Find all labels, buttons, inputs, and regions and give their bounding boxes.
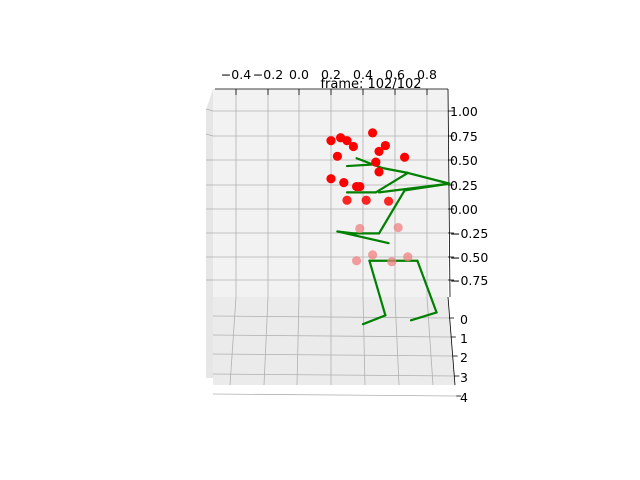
y-axis-line — [447, 88, 451, 298]
skeleton-segment — [403, 182, 451, 192]
z-gridline — [212, 334, 451, 338]
z-tick-label: 3 — [460, 370, 468, 385]
x-gridline-floor — [362, 296, 366, 386]
y-tick-label: 0.50 — [450, 153, 478, 168]
marker-point — [348, 141, 358, 152]
x-gridline-floor — [394, 296, 400, 386]
marker-point — [368, 250, 378, 260]
y-gridline-side — [205, 108, 214, 112]
chart-title: frame: 102/102 — [320, 77, 421, 92]
marker-point — [326, 136, 336, 146]
x-tick-label: 0.4 — [353, 67, 373, 82]
marker-points — [326, 128, 413, 267]
marker-point — [393, 222, 403, 233]
y-tick-label: −0.75 — [450, 273, 488, 288]
skeleton-segment — [355, 157, 384, 170]
x-gridline-floor — [296, 296, 300, 386]
skeleton-segment — [409, 311, 438, 322]
z-gridline — [212, 393, 457, 397]
marker-point — [355, 223, 365, 234]
z-tick-label: 2 — [460, 350, 468, 365]
y-tick-label: 1.00 — [450, 104, 478, 119]
z-axis-line — [447, 296, 456, 386]
marker-point — [387, 257, 397, 267]
x-tick-label: 0.0 — [289, 67, 309, 82]
marker-point — [368, 128, 378, 138]
y-tick-label: 0.75 — [450, 129, 478, 144]
marker-point — [342, 136, 352, 146]
y-tick-label: −0.50 — [450, 250, 488, 265]
back-pane — [213, 89, 448, 297]
marker-point — [400, 152, 410, 162]
x-tick-label: −0.2 — [253, 67, 283, 82]
skeleton-segment — [416, 259, 438, 314]
skeleton-segment — [381, 166, 409, 174]
marker-point — [352, 181, 362, 192]
tick-labels: −0.4 −0.2 0.0 0.2 0.4 0.6 0.8 1.00 0.75 0.50 0.25 0… — [221, 67, 489, 405]
tick-marks — [235, 89, 462, 397]
marker-point — [374, 167, 384, 177]
skeleton-segment — [406, 171, 451, 185]
x-gridline-floor — [263, 296, 269, 386]
marker-point — [339, 178, 349, 188]
z-gridline — [212, 315, 450, 319]
axes-panes — [206, 89, 455, 385]
marker-point — [384, 196, 394, 206]
marker-point — [326, 174, 336, 184]
marker-point — [374, 146, 384, 157]
y-gridline-side — [205, 133, 214, 137]
x-tick-label: 0.2 — [321, 67, 341, 82]
x-tick-label: −0.4 — [221, 67, 251, 82]
z-tick-label: 0 — [460, 312, 468, 327]
y-tick-label: 0.00 — [450, 202, 478, 217]
z-tick-label: 1 — [460, 331, 468, 346]
skeleton-segment — [336, 230, 390, 245]
skeleton-lines — [336, 157, 451, 326]
marker-point — [361, 195, 371, 205]
marker-point — [371, 157, 381, 167]
x-tick-label: 0.8 — [417, 67, 437, 82]
x-tick-label: 0.6 — [385, 67, 405, 82]
marker-point — [352, 256, 362, 266]
y-tick-label: 0.25 — [450, 178, 478, 193]
marker-point — [380, 140, 390, 151]
grid-lines — [205, 89, 457, 397]
marker-point — [403, 252, 413, 262]
skeleton-segment — [374, 171, 409, 194]
marker-point — [332, 151, 342, 161]
skeleton-segment — [361, 314, 387, 326]
z-tick-label: 4 — [460, 390, 468, 405]
floor-pane — [213, 297, 455, 385]
marker-point — [342, 195, 352, 205]
z-gridline — [212, 373, 455, 377]
y-tick-label: −0.25 — [450, 226, 488, 241]
axis-lines — [215, 88, 456, 386]
skeleton-segment — [368, 259, 387, 317]
x-gridline-floor — [229, 296, 237, 386]
skeleton-segment — [377, 189, 406, 235]
left-pane — [206, 89, 213, 378]
z-gridline — [212, 353, 453, 357]
x-gridline-floor — [426, 296, 434, 386]
